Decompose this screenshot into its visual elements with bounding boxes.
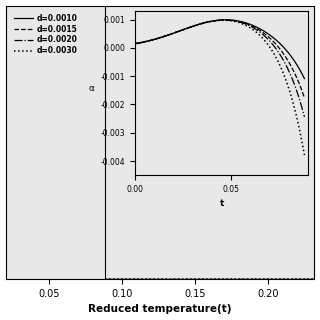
d=0.0015 <box>313 277 316 281</box>
d=0.0010 <box>204 277 208 281</box>
d=0.0030 <box>103 277 107 281</box>
d=0.0020 <box>275 277 279 281</box>
d=0.0020 <box>228 277 232 281</box>
X-axis label: Reduced temperature(t): Reduced temperature(t) <box>88 304 232 315</box>
d=0.0030 <box>228 277 232 281</box>
d=0.0020 <box>204 277 208 281</box>
d=0.0015 <box>217 277 220 281</box>
d=0.0015 <box>308 277 311 281</box>
d=0.0020 <box>203 277 207 281</box>
d=0.0015 <box>204 277 208 281</box>
d=0.0015 <box>203 277 207 281</box>
d=0.0030 <box>308 277 311 281</box>
d=0.0030 <box>204 277 208 281</box>
Legend: d=0.0010, d=0.0015, d=0.0020, d=0.0030: d=0.0010, d=0.0015, d=0.0020, d=0.0030 <box>12 12 78 57</box>
d=0.0015 <box>275 277 279 281</box>
d=0.0030 <box>203 277 207 281</box>
d=0.0020 <box>308 277 311 281</box>
d=0.0015 <box>103 277 107 281</box>
d=0.0010 <box>313 277 316 281</box>
d=0.0010 <box>103 277 107 281</box>
d=0.0010 <box>308 277 311 281</box>
d=0.0010 <box>217 277 220 281</box>
d=0.0020 <box>103 277 107 281</box>
d=0.0010 <box>228 277 232 281</box>
d=0.0030 <box>275 277 279 281</box>
d=0.0020 <box>217 277 220 281</box>
d=0.0015 <box>228 277 232 281</box>
d=0.0030 <box>217 277 220 281</box>
d=0.0030 <box>313 277 316 281</box>
d=0.0020 <box>313 277 316 281</box>
d=0.0010 <box>203 277 207 281</box>
d=0.0010 <box>275 277 279 281</box>
